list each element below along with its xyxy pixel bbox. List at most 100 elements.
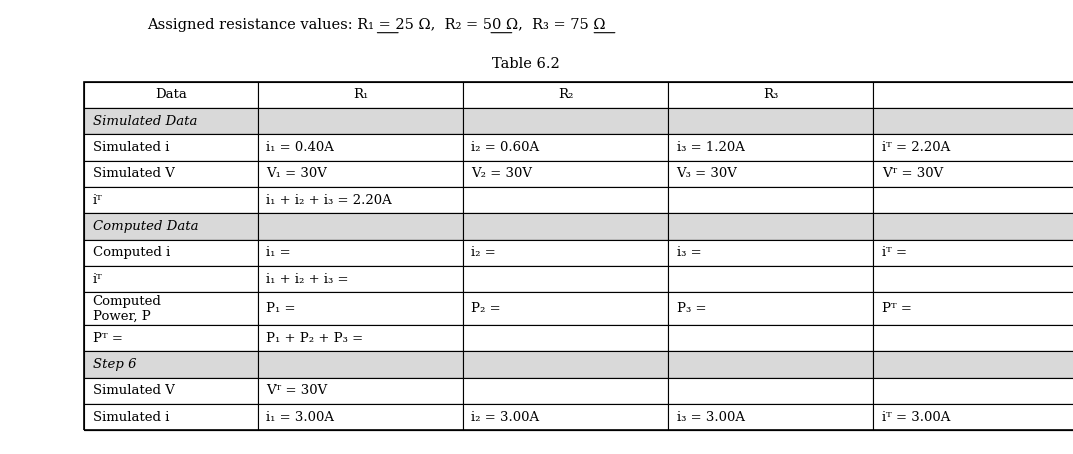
Bar (258, 292, 462, 325)
Bar (84, 292, 258, 325)
Bar (258, 404, 462, 430)
Bar (258, 240, 462, 266)
Bar (668, 378, 873, 404)
Bar (668, 134, 873, 161)
Bar (873, 404, 1073, 430)
Text: i₁ = 3.00A: i₁ = 3.00A (266, 411, 334, 424)
Text: V₂ = 30V: V₂ = 30V (471, 168, 532, 180)
Text: V₃ = 30V: V₃ = 30V (677, 168, 737, 180)
Bar (84, 134, 1073, 161)
Bar (84, 378, 1073, 404)
Text: i₃ = 3.00A: i₃ = 3.00A (677, 411, 745, 424)
Text: Assigned resistance values: R₁ = 25 Ω,  R₂ = 50 Ω,  R₃ = 75 Ω: Assigned resistance values: R₁ = 25 Ω, R… (147, 18, 606, 32)
Text: i₂ =: i₂ = (471, 247, 496, 259)
Bar (462, 240, 668, 266)
Bar (462, 325, 668, 351)
Bar (668, 187, 873, 213)
Bar (84, 404, 258, 430)
Text: Table 6.2: Table 6.2 (493, 57, 560, 71)
Text: Vᵀ = 30V: Vᵀ = 30V (266, 385, 327, 397)
Bar (462, 187, 668, 213)
Text: iᵀ = 2.20A: iᵀ = 2.20A (882, 141, 950, 154)
Bar (668, 213, 873, 240)
Text: Computed i: Computed i (92, 247, 170, 259)
Bar (258, 161, 462, 187)
Bar (873, 378, 1073, 404)
Bar (258, 134, 462, 161)
Text: Pᵀ =: Pᵀ = (92, 332, 122, 345)
Text: Simulated i: Simulated i (92, 411, 168, 424)
Text: Simulated Data: Simulated Data (92, 115, 197, 128)
Text: iᵀ = 3.00A: iᵀ = 3.00A (882, 411, 950, 424)
Bar (668, 82, 873, 108)
Text: iᵀ: iᵀ (92, 273, 102, 286)
Bar (258, 378, 462, 404)
Bar (84, 378, 258, 404)
Text: Simulated V: Simulated V (92, 385, 175, 397)
Text: R₁: R₁ (353, 89, 368, 101)
Text: i₃ = 1.20A: i₃ = 1.20A (677, 141, 745, 154)
Bar (873, 240, 1073, 266)
Bar (873, 134, 1073, 161)
Bar (84, 325, 1073, 351)
Bar (873, 213, 1073, 240)
Bar (668, 266, 873, 292)
Bar (258, 82, 462, 108)
Bar (84, 213, 258, 240)
Bar (873, 325, 1073, 351)
Text: i₂ = 0.60A: i₂ = 0.60A (471, 141, 540, 154)
Bar (668, 161, 873, 187)
Bar (84, 161, 258, 187)
Bar (258, 351, 462, 378)
Text: Simulated i: Simulated i (92, 141, 168, 154)
Text: i₃ =: i₃ = (677, 247, 701, 259)
Bar (84, 213, 1073, 240)
Bar (84, 325, 258, 351)
Bar (84, 240, 258, 266)
Bar (84, 266, 258, 292)
Bar (462, 404, 668, 430)
Bar (668, 240, 873, 266)
Bar (668, 292, 873, 325)
Text: Computed Data: Computed Data (92, 220, 199, 233)
Text: P₁ =: P₁ = (266, 302, 296, 315)
Text: Vᵀ = 30V: Vᵀ = 30V (882, 168, 943, 180)
Bar (84, 82, 258, 108)
Bar (668, 404, 873, 430)
Bar (873, 266, 1073, 292)
Bar (84, 240, 1073, 266)
Bar (84, 108, 1073, 134)
Bar (873, 161, 1073, 187)
Bar (462, 134, 668, 161)
Bar (84, 161, 1073, 187)
Text: R₂: R₂ (558, 89, 573, 101)
Bar (258, 187, 462, 213)
Text: i₁ =: i₁ = (266, 247, 291, 259)
Bar (84, 266, 1073, 292)
Bar (258, 325, 462, 351)
Bar (462, 161, 668, 187)
Text: iᵀ =: iᵀ = (882, 247, 907, 259)
Text: Pᵀ =: Pᵀ = (882, 302, 912, 315)
Text: Data: Data (155, 89, 187, 101)
Bar (258, 108, 462, 134)
Bar (84, 82, 1073, 430)
Bar (84, 351, 258, 378)
Bar (462, 292, 668, 325)
Text: i₁ = 0.40A: i₁ = 0.40A (266, 141, 334, 154)
Bar (873, 351, 1073, 378)
Bar (462, 266, 668, 292)
Text: Simulated V: Simulated V (92, 168, 175, 180)
Bar (462, 108, 668, 134)
Bar (668, 325, 873, 351)
Bar (873, 187, 1073, 213)
Bar (873, 82, 1073, 108)
Text: Computed
Power, P: Computed Power, P (92, 295, 161, 323)
Bar (462, 378, 668, 404)
Bar (84, 187, 1073, 213)
Text: i₂ = 3.00A: i₂ = 3.00A (471, 411, 540, 424)
Text: V₁ = 30V: V₁ = 30V (266, 168, 327, 180)
Text: P₁ + P₂ + P₃ =: P₁ + P₂ + P₃ = (266, 332, 364, 345)
Bar (258, 266, 462, 292)
Bar (84, 292, 1073, 325)
